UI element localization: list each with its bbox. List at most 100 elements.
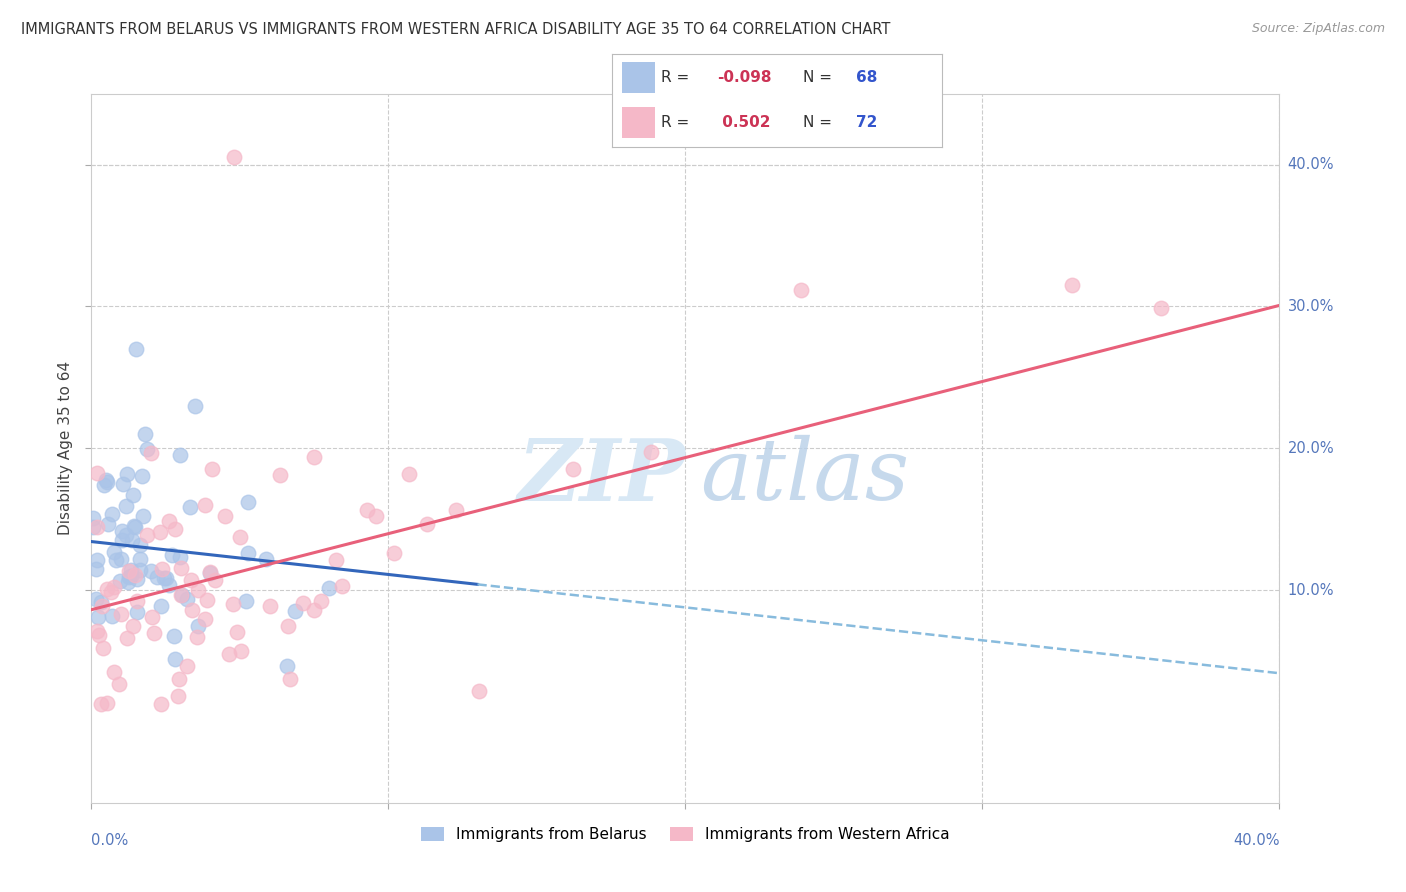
- Text: N =: N =: [803, 70, 837, 86]
- Point: [96, 582, 118, 597]
- Point: [86, 553, 108, 567]
- Point: [214, 509, 236, 524]
- Point: [170, 560, 193, 574]
- Point: [172, 588, 194, 602]
- FancyBboxPatch shape: [621, 62, 655, 93]
- Point: [86, 609, 108, 624]
- Point: [128, 563, 150, 577]
- Text: R =: R =: [661, 115, 695, 130]
- Point: [150, 561, 173, 575]
- Point: [318, 581, 340, 595]
- Point: [111, 524, 134, 538]
- Point: [163, 522, 186, 536]
- Point: [235, 594, 257, 608]
- FancyBboxPatch shape: [621, 107, 655, 138]
- Text: N =: N =: [803, 115, 837, 130]
- Point: [125, 342, 148, 356]
- Text: 20.0%: 20.0%: [1288, 441, 1334, 456]
- Point: [398, 467, 420, 482]
- Point: [86, 624, 108, 638]
- Point: [82, 511, 104, 525]
- Point: [82, 519, 104, 533]
- Point: [444, 503, 467, 517]
- Point: [197, 593, 219, 607]
- Point: [302, 603, 325, 617]
- Point: [86, 467, 108, 481]
- Point: [128, 539, 150, 553]
- Point: [155, 571, 177, 585]
- Text: 30.0%: 30.0%: [1288, 299, 1334, 314]
- Point: [111, 477, 134, 491]
- Point: [124, 519, 146, 533]
- Point: [332, 579, 354, 593]
- Text: IMMIGRANTS FROM BELARUS VS IMMIGRANTS FROM WESTERN AFRICA DISABILITY AGE 35 TO 6: IMMIGRANTS FROM BELARUS VS IMMIGRANTS FR…: [21, 22, 890, 37]
- Text: 0.502: 0.502: [717, 115, 770, 130]
- Point: [129, 552, 152, 566]
- Point: [291, 596, 314, 610]
- Point: [89, 628, 111, 642]
- Point: [160, 548, 183, 562]
- Point: [1149, 301, 1171, 315]
- Point: [200, 566, 222, 580]
- Point: [278, 672, 301, 686]
- Point: [100, 585, 122, 599]
- Point: [108, 677, 131, 691]
- Point: [226, 624, 249, 639]
- Point: [356, 503, 378, 517]
- Point: [115, 500, 138, 514]
- Point: [101, 507, 124, 521]
- Point: [229, 530, 252, 544]
- Point: [198, 565, 221, 579]
- Point: [187, 583, 209, 598]
- Point: [167, 672, 190, 686]
- Point: [194, 498, 217, 512]
- Point: [562, 462, 585, 476]
- Point: [139, 446, 162, 460]
- Point: [169, 550, 191, 565]
- Point: [142, 626, 165, 640]
- Point: [110, 533, 132, 547]
- Text: -0.098: -0.098: [717, 70, 772, 86]
- Point: [186, 630, 208, 644]
- Point: [236, 546, 259, 560]
- Point: [125, 605, 148, 619]
- Point: [180, 573, 202, 587]
- Text: 10.0%: 10.0%: [1288, 582, 1334, 598]
- Point: [122, 519, 145, 533]
- Point: [238, 495, 260, 509]
- Point: [96, 475, 118, 489]
- Point: [117, 467, 139, 481]
- Point: [157, 578, 180, 592]
- Point: [118, 570, 141, 584]
- Point: [125, 593, 148, 607]
- Text: atlas: atlas: [700, 435, 910, 518]
- Point: [277, 619, 299, 633]
- Point: [187, 619, 209, 633]
- Text: R =: R =: [661, 70, 695, 86]
- Point: [184, 399, 207, 413]
- Point: [194, 612, 217, 626]
- Point: [90, 697, 112, 711]
- Point: [167, 689, 190, 703]
- Point: [181, 602, 204, 616]
- Point: [101, 609, 124, 624]
- Point: [204, 574, 226, 588]
- Point: [132, 509, 155, 524]
- Point: [84, 592, 107, 607]
- Point: [103, 580, 125, 594]
- Point: [117, 574, 139, 589]
- Point: [141, 565, 163, 579]
- Point: [222, 597, 245, 611]
- Text: Source: ZipAtlas.com: Source: ZipAtlas.com: [1251, 22, 1385, 36]
- Point: [108, 574, 131, 589]
- Point: [179, 500, 201, 515]
- Point: [135, 527, 157, 541]
- Point: [84, 562, 107, 576]
- Point: [415, 517, 437, 532]
- Point: [150, 697, 173, 711]
- Point: [276, 659, 298, 673]
- Point: [152, 571, 174, 585]
- Point: [91, 641, 114, 656]
- Point: [121, 488, 143, 502]
- Point: [640, 445, 662, 459]
